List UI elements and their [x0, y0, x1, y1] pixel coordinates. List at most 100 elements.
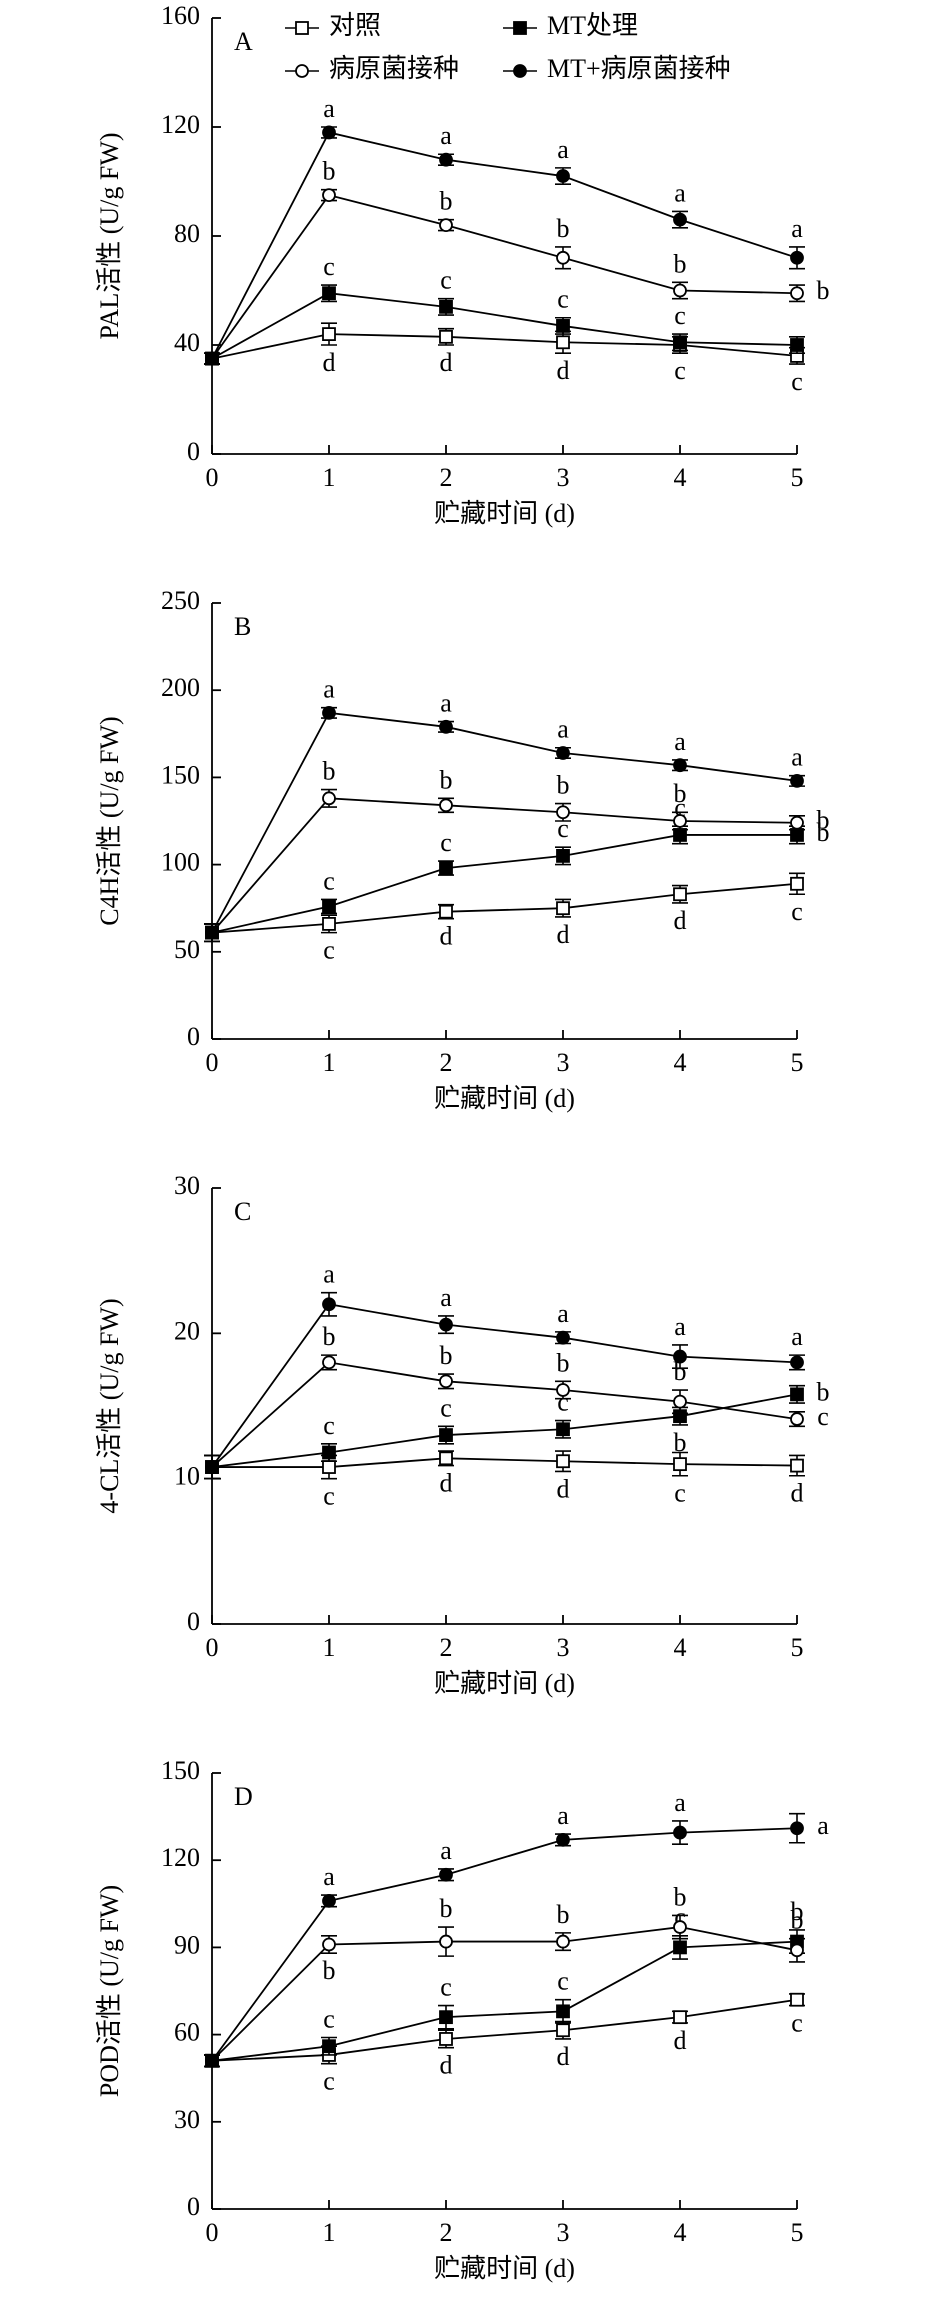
significance-letter: d [323, 348, 336, 377]
significance-letter: c [817, 1402, 829, 1431]
significance-letter: a [323, 94, 335, 123]
significance-letter: d [674, 2026, 687, 2055]
marker [322, 1445, 336, 1460]
significance-letter: c [440, 266, 452, 295]
y-tick-label: 30 [174, 2105, 200, 2134]
x-tick-label: 4 [674, 1048, 687, 1077]
x-tick-label: 3 [557, 1048, 570, 1077]
marker [439, 861, 453, 875]
marker [673, 212, 687, 227]
significance-letter: a [557, 1801, 569, 1830]
marker [322, 899, 336, 914]
significance-letter: c [674, 356, 686, 385]
significance-letter: b [674, 779, 687, 808]
significance-letter: b [440, 187, 453, 216]
marker [556, 319, 570, 333]
marker [439, 2032, 453, 2046]
y-tick-label: 0 [187, 1607, 200, 1636]
marker [673, 1457, 687, 1472]
significance-letter: c [440, 1393, 452, 1422]
marker [556, 1422, 570, 1437]
marker [439, 719, 453, 734]
marker [673, 887, 687, 902]
legend-marker [295, 21, 309, 35]
series-line [211, 797, 798, 934]
x-axis-label: 贮藏时间 (d) [434, 499, 575, 528]
significance-letter: b [557, 214, 570, 243]
significance-letter: b [323, 1322, 336, 1351]
significance-letter: a [557, 1299, 569, 1328]
marker [439, 1374, 453, 1389]
significance-letter: d [557, 2042, 570, 2071]
y-tick-label: 150 [161, 760, 200, 789]
marker [205, 351, 219, 366]
marker [556, 1454, 570, 1469]
marker [322, 1355, 336, 1370]
marker [790, 338, 804, 352]
marker [322, 125, 336, 140]
marker [790, 1412, 804, 1426]
significance-letter: a [323, 1862, 335, 1891]
x-tick-label: 2 [440, 463, 453, 492]
marker [439, 1317, 453, 1332]
significance-letter: b [674, 1428, 687, 1457]
marker [322, 1297, 336, 1312]
legend-label: 病原菌接种 [329, 54, 459, 83]
significance-letter: a [557, 135, 569, 164]
significance-letter: a [791, 214, 803, 243]
legend-label: 对照 [329, 11, 381, 40]
series-line [211, 1998, 798, 2062]
significance-letter: b [674, 1357, 687, 1386]
marker [439, 1934, 453, 1949]
x-tick-label: 4 [674, 1633, 687, 1662]
significance-letter: b [674, 249, 687, 278]
significance-letter: d [791, 1479, 804, 1508]
marker [322, 1460, 336, 1474]
panel-label: B [234, 612, 251, 641]
marker [673, 283, 687, 298]
series-line [212, 1457, 798, 1468]
marker [439, 329, 453, 344]
marker [673, 828, 687, 842]
significance-letter: d [557, 356, 570, 385]
marker [673, 1394, 687, 1409]
marker [556, 169, 570, 183]
significance-letter: c [440, 828, 452, 857]
marker [322, 1893, 336, 1908]
y-tick-label: 50 [174, 935, 200, 964]
significance-letter: c [557, 1967, 569, 1996]
significance-letter: d [674, 906, 687, 935]
significance-letter: a [323, 1260, 335, 1289]
significance-letter: b [817, 818, 830, 847]
series-line [211, 194, 798, 360]
marker [790, 1458, 804, 1473]
marker [439, 152, 453, 167]
x-tick-label: 0 [206, 1048, 219, 1077]
y-axis-label: PAL活性 (U/g FW) [95, 132, 124, 339]
x-tick-label: 0 [206, 2218, 219, 2247]
significance-letter: b [817, 806, 830, 835]
series-line [211, 131, 798, 360]
series-line [211, 882, 798, 934]
significance-letter: d [557, 1474, 570, 1503]
marker [556, 2023, 570, 2038]
significance-letter: c [323, 1411, 335, 1440]
marker [205, 2053, 219, 2068]
y-tick-label: 40 [174, 328, 200, 357]
x-tick-label: 0 [206, 463, 219, 492]
y-tick-label: 120 [161, 110, 200, 139]
marker [673, 1349, 687, 1364]
marker [556, 746, 570, 760]
x-axis-label: 贮藏时间 (d) [434, 2254, 575, 2283]
y-tick-label: 100 [161, 848, 200, 877]
significance-letter: c [323, 936, 335, 965]
marker [322, 2039, 336, 2054]
significance-letter: b [323, 157, 336, 186]
marker [556, 805, 570, 820]
y-tick-label: 200 [161, 673, 200, 702]
significance-letter: c [323, 866, 335, 895]
series-line [211, 1361, 798, 1468]
x-tick-label: 5 [791, 1048, 804, 1077]
y-tick-label: 150 [161, 1756, 200, 1785]
